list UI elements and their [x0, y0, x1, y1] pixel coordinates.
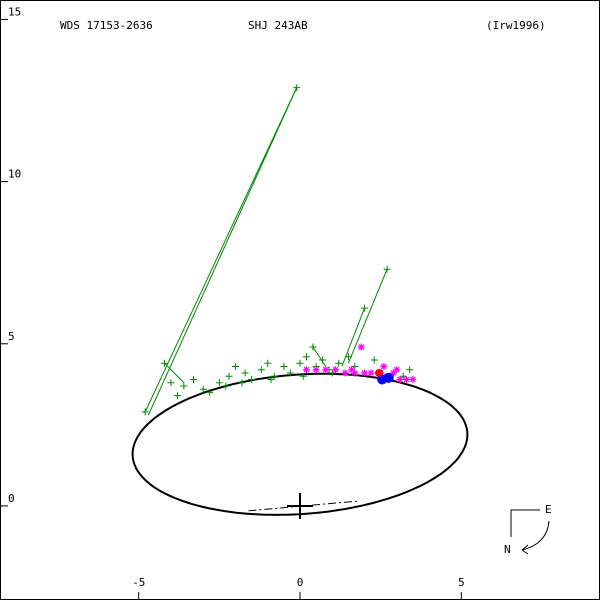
observation-point — [267, 375, 275, 383]
observation-point — [286, 369, 294, 377]
observation-point — [302, 353, 310, 361]
observation-point — [180, 382, 188, 390]
observation-point — [248, 375, 256, 383]
speckle-point — [396, 375, 404, 383]
speckle-point — [402, 375, 410, 383]
compass: E N — [504, 503, 552, 556]
observation-point — [280, 362, 288, 370]
observation-point — [206, 388, 214, 396]
speckle-point — [390, 369, 398, 377]
x-tick-label: 5 — [458, 576, 465, 589]
speckle-point — [367, 369, 375, 377]
predicted-position — [383, 372, 394, 383]
axes: -5 0 5 15 10 5 0 — [0, 5, 465, 600]
speckle-point — [302, 366, 310, 374]
observation-point — [190, 375, 198, 383]
observation-point — [257, 366, 265, 374]
speckle-point — [322, 366, 330, 374]
y-tick-label: 0 — [8, 492, 15, 505]
observation-point — [335, 359, 343, 367]
header-center: SHJ 243AB — [248, 19, 308, 32]
observation-point — [264, 359, 272, 367]
observation-point — [351, 362, 359, 370]
observation-point — [199, 385, 207, 393]
observation-point — [344, 353, 352, 361]
y-tick-label: 15 — [8, 5, 21, 18]
speckle-point — [348, 366, 356, 374]
observation-point — [309, 343, 317, 351]
observation-point — [222, 382, 230, 390]
compass-arrow-north — [521, 520, 550, 551]
y-tick-label: 10 — [8, 168, 21, 181]
markers-layer — [375, 368, 394, 385]
x-tick-label: 0 — [297, 576, 304, 589]
speckle-point — [357, 343, 365, 351]
observation-point — [161, 359, 169, 367]
speckle-point — [341, 369, 349, 377]
observation-point — [406, 366, 414, 374]
speckle-point — [409, 375, 417, 383]
observation-point — [319, 356, 327, 364]
observation-point — [361, 304, 369, 312]
current-position — [375, 368, 384, 377]
observation-point — [141, 408, 149, 416]
x-tick-label: -5 — [132, 576, 145, 589]
observation-point — [328, 369, 336, 377]
observation-point — [241, 369, 249, 377]
observation-point — [299, 372, 307, 380]
header-right: (Irw1996) — [486, 19, 546, 32]
observations-layer — [141, 84, 414, 416]
observation-point — [383, 265, 391, 273]
observation-point — [173, 392, 181, 400]
speckle-point — [380, 362, 388, 370]
speckle-point — [351, 369, 359, 377]
speckle-layer — [302, 343, 417, 383]
speckle-point — [331, 366, 339, 374]
compass-arrowhead — [521, 544, 529, 555]
observation-point — [296, 359, 304, 367]
observation-point — [215, 379, 223, 387]
observation-connector — [312, 346, 327, 367]
observation-point — [225, 372, 233, 380]
compass-arrow-east — [510, 509, 540, 537]
compass-east-label: E — [545, 503, 552, 516]
orbit-layer — [131, 372, 469, 519]
observation-connector — [164, 362, 185, 384]
compass-north-label: N — [504, 543, 511, 556]
observation-point — [370, 356, 378, 364]
observation-connector — [341, 307, 365, 367]
observation-connector — [144, 87, 298, 413]
speckle-point — [393, 366, 401, 374]
observation-point — [270, 372, 278, 380]
observation-point — [231, 362, 239, 370]
speckle-point — [312, 366, 320, 374]
observation-connector — [147, 87, 298, 416]
observation-point — [399, 372, 407, 380]
observation-point — [167, 379, 175, 387]
speckle-point — [361, 369, 369, 377]
y-tick-label: 5 — [8, 330, 15, 343]
observation-point — [293, 84, 301, 92]
header-left: WDS 17153-2636 — [60, 19, 153, 32]
observation-connector — [347, 268, 388, 364]
observation-point — [238, 379, 246, 387]
